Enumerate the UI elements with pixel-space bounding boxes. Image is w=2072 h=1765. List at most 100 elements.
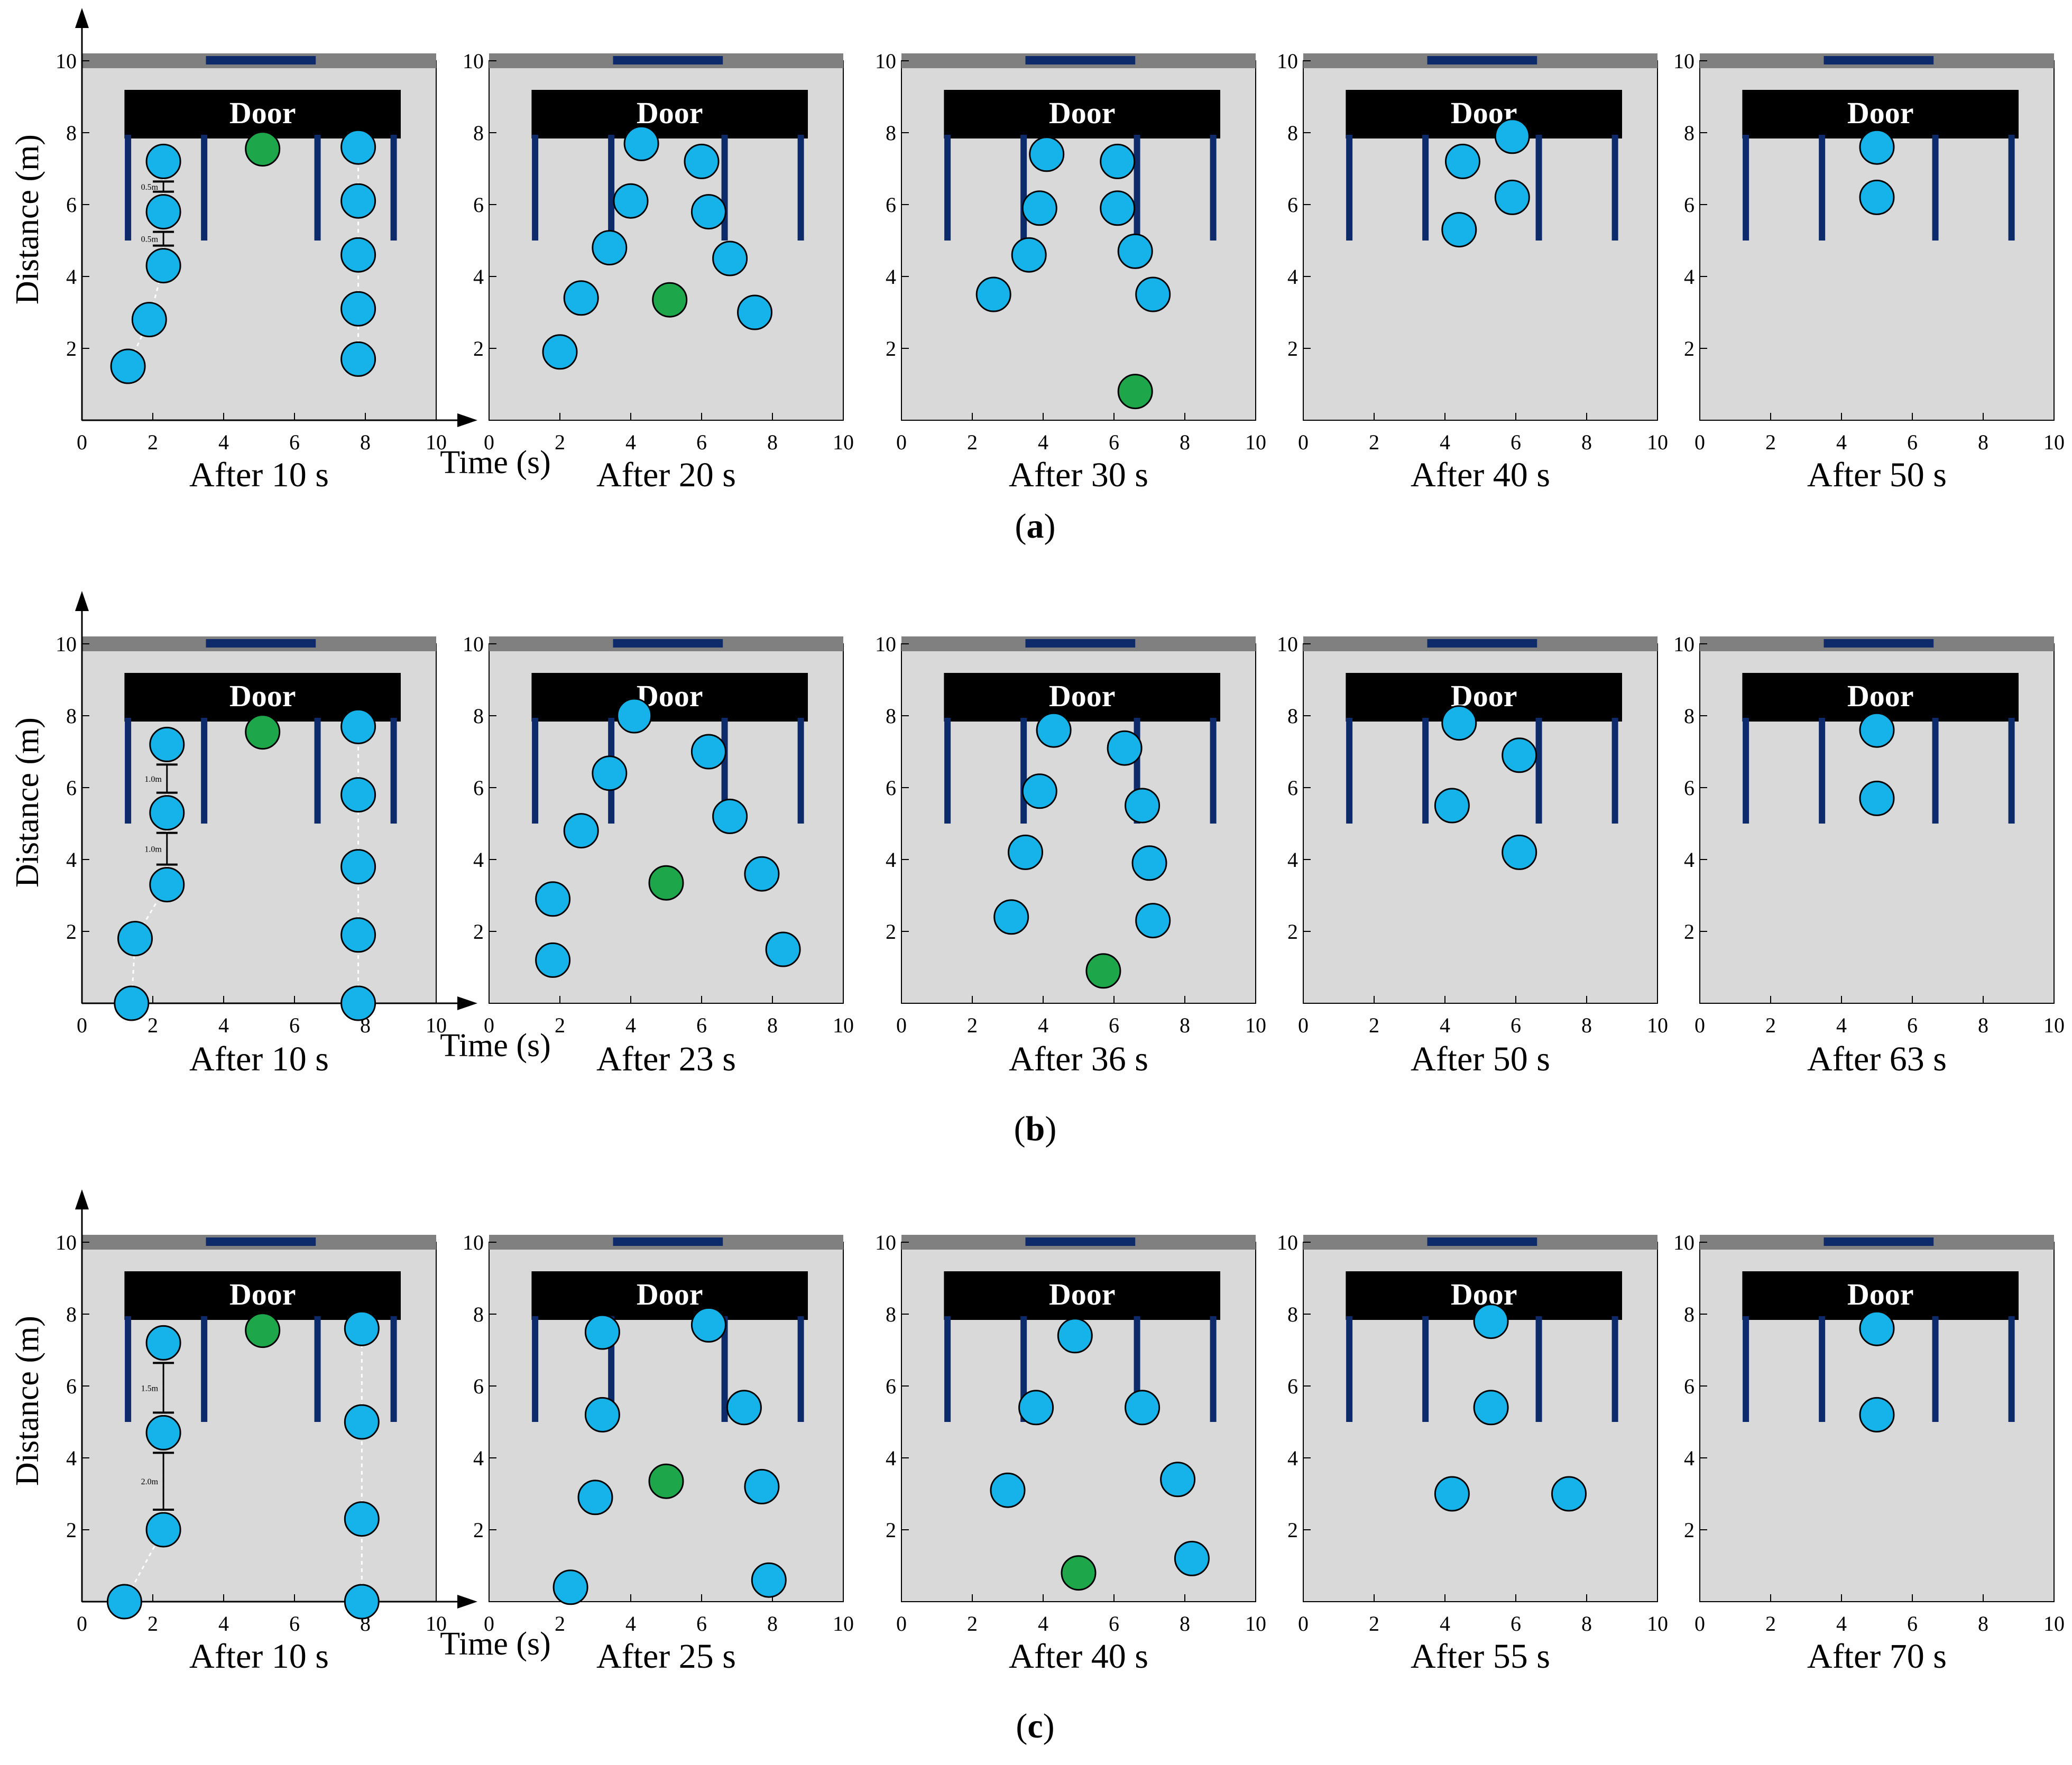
panel-c-1: Door 0 2 4 6 8 10 2 4 6 8 10 1.5m 2.0m Distance (m) Tim… [10,1189,551,1676]
y-tick-label: 10 [875,49,896,73]
x-tick-label: 2 [1765,1013,1776,1037]
x-tick-label: 8 [767,1013,778,1037]
door-label: Door [229,96,296,130]
pedestrian-marker [1100,190,1136,226]
partition-wall [314,135,321,241]
door-opening [1824,639,1934,648]
pedestrian-marker [592,755,628,791]
door-label: Door [229,679,296,713]
pedestrian-marker [340,917,376,953]
x-axis-label: Time (s) [440,1028,551,1064]
x-tick-label: 10 [2043,1013,2065,1037]
y-tick-label: 10 [463,1231,484,1254]
partition-wall [314,718,321,824]
pedestrian-marker [106,1584,142,1620]
door-label: Door [1049,679,1116,713]
pedestrian-marker [975,276,1011,312]
y-tick-label: 8 [473,121,484,145]
pedestrian-marker [1135,276,1171,312]
y-tick-label: 4 [1287,265,1298,289]
pedestrian-marker [145,248,181,284]
y-tick-label: 8 [1287,704,1298,728]
panel-caption: After 10 s [189,1040,329,1078]
x-tick-label: 6 [1511,430,1521,454]
y-tick-label: 10 [1673,49,1695,73]
partition-wall [1535,135,1542,241]
pedestrian-marker [613,183,649,219]
y-tick-label: 6 [473,193,484,217]
y-tick-label: 2 [1684,920,1695,944]
leader-marker [1117,374,1153,410]
partition-wall [797,718,804,824]
partition-wall [201,135,208,241]
leader-marker [1061,1555,1097,1591]
x-tick-label: 10 [1245,1612,1266,1635]
y-axis-arrow [75,591,89,611]
partition-wall [608,135,615,241]
x-tick-label: 6 [289,1612,300,1635]
y-tick-label: 10 [56,49,77,73]
x-tick-label: 10 [426,430,447,454]
y-tick-label: 10 [56,632,77,656]
panel-c-3: Door 0 2 4 6 8 10 2 4 6 8 10 After 40 s [875,1231,1266,1676]
partition-wall [1611,1316,1618,1422]
y-tick-label: 8 [473,1302,484,1326]
y-tick-label: 4 [886,1446,896,1470]
partition-wall [1020,718,1027,824]
partition-wall [944,1316,951,1422]
pedestrian-marker [535,942,571,978]
x-tick-label: 10 [833,430,854,454]
leader-marker [245,131,281,167]
leader-marker [648,1463,684,1499]
pedestrian-marker [1473,1304,1509,1339]
x-axis-label: Time (s) [440,1626,551,1662]
panel-caption: After 63 s [1807,1040,1947,1078]
panel-caption: After 40 s [1411,456,1550,494]
x-tick-label: 4 [625,430,636,454]
y-tick-label: 8 [66,704,77,728]
pedestrian-marker [684,143,720,179]
x-tick-label: 6 [1109,1612,1119,1635]
pedestrian-marker [340,985,376,1021]
y-tick-label: 6 [1287,193,1298,217]
pedestrian-marker [737,294,772,330]
door-label: Door [229,1277,296,1311]
leader-marker [245,714,281,750]
pedestrian-marker [1057,1318,1093,1354]
panel-a-5: Door 0 2 4 6 8 10 2 4 6 8 10 After 50 s [1673,49,2065,494]
x-tick-label: 0 [484,1612,494,1635]
panel-caption: After 23 s [596,1040,736,1078]
pedestrian-marker [1859,780,1895,816]
pedestrian-marker [1494,179,1530,215]
y-tick-label: 10 [463,632,484,656]
partition-wall [1611,718,1618,824]
x-tick-label: 6 [1511,1013,1521,1037]
door-block [531,673,808,722]
y-tick-label: 6 [66,193,77,217]
pedestrian-marker [765,931,801,967]
pedestrian-marker [1441,212,1477,248]
y-tick-label: 2 [473,337,484,361]
x-tick-label: 0 [896,430,907,454]
panel-caption: After 20 s [596,456,736,494]
door-opening [1427,56,1537,64]
partition-wall [390,135,397,241]
y-tick-label: 6 [66,1374,77,1398]
door-opening [1427,1237,1537,1246]
y-tick-label: 2 [66,1518,77,1542]
x-tick-label: 6 [696,1612,707,1635]
leader-marker [652,282,688,318]
pedestrian-marker [117,921,153,957]
pedestrian-marker [340,849,376,885]
x-tick-label: 8 [1180,430,1190,454]
partition-wall [1346,1316,1353,1422]
x-tick-label: 8 [1978,430,1988,454]
partition-wall [1346,135,1353,241]
pedestrian-marker [1008,834,1043,870]
y-tick-label: 8 [886,704,896,728]
y-axis-label: Distance (m) [10,134,45,304]
x-tick-label: 10 [426,1612,447,1635]
x-tick-label: 6 [1511,1612,1521,1635]
y-axis-label: Distance (m) [10,1316,45,1486]
